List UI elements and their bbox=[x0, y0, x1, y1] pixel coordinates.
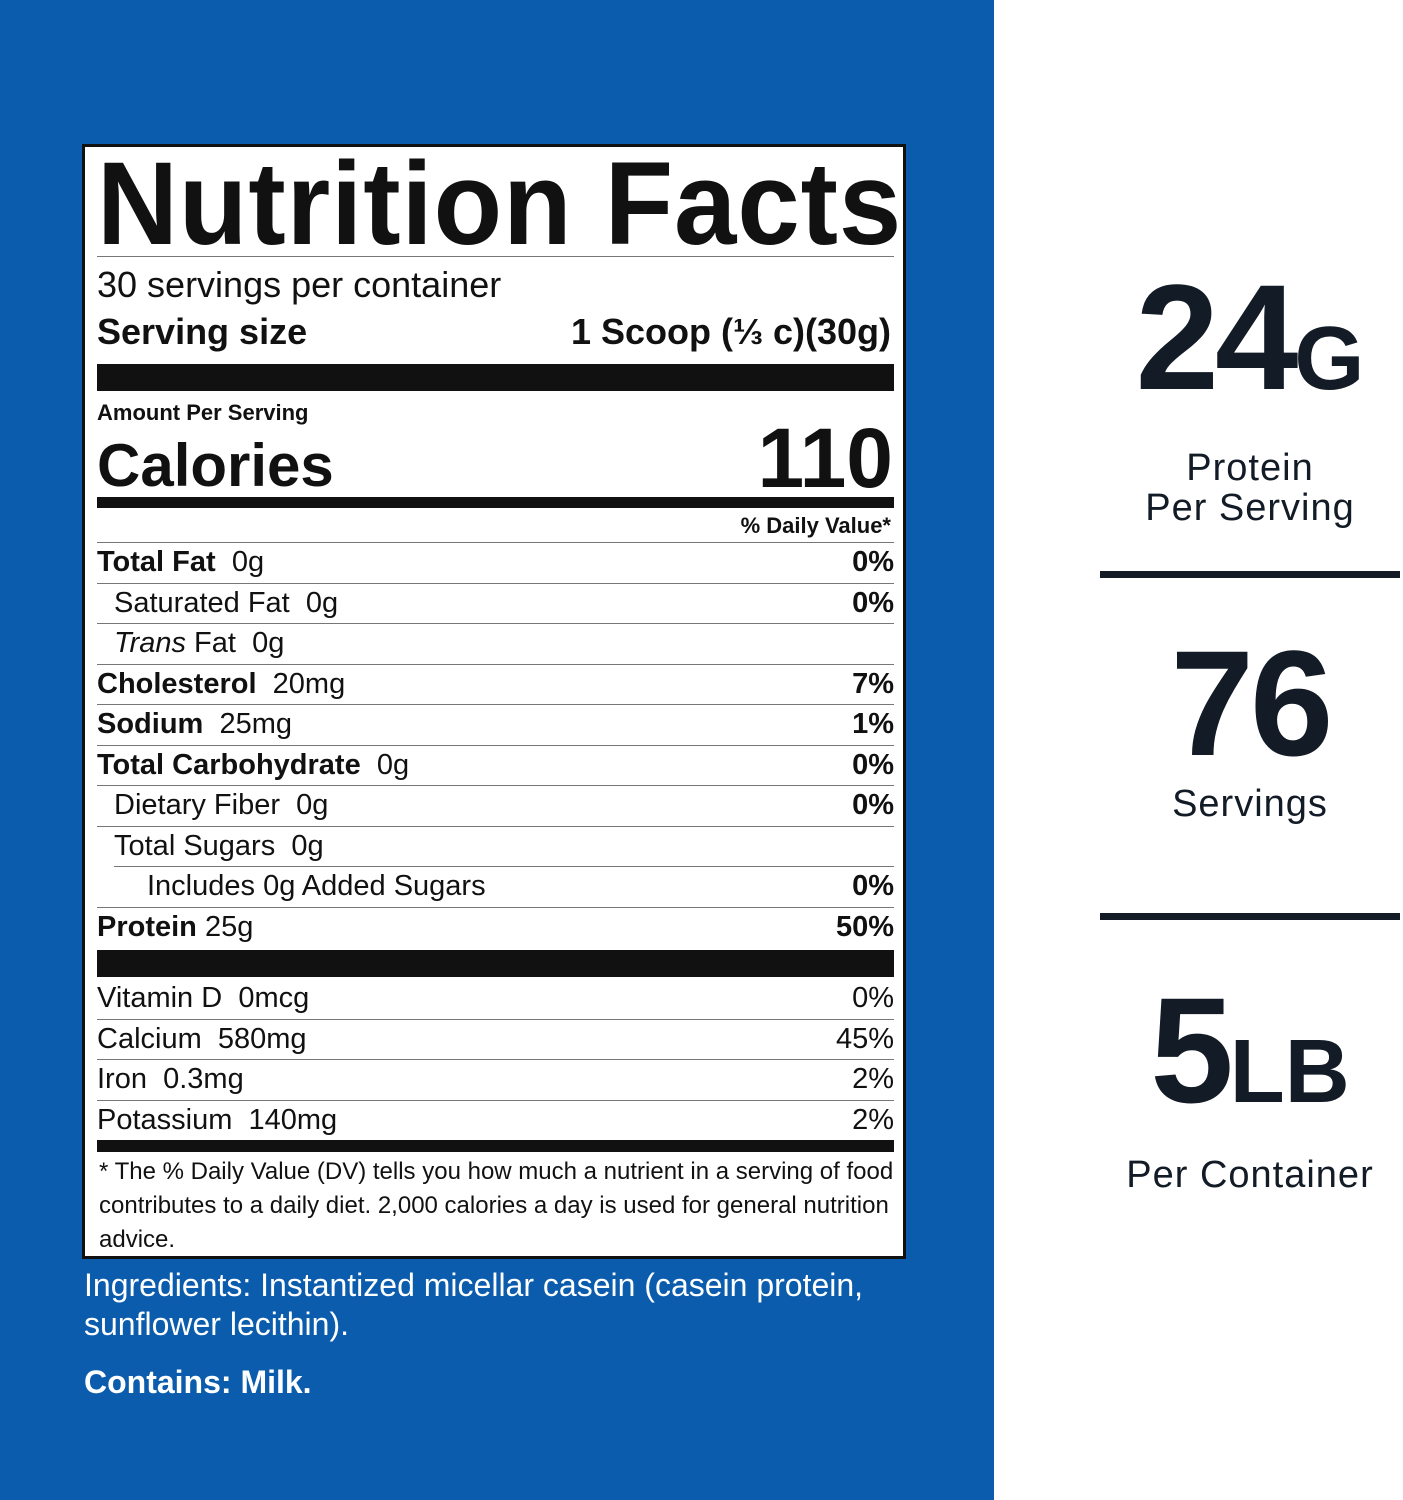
nutrient-amount: 0g bbox=[296, 789, 329, 822]
stat-unit: G bbox=[1294, 309, 1365, 409]
stat-value: 24 bbox=[1135, 253, 1299, 421]
vitamin-dv: 0% bbox=[852, 982, 894, 1015]
vitamin-name: Potassium bbox=[97, 1104, 233, 1137]
vitamin-row-vitamin-d: Vitamin D 0mcg 0% bbox=[97, 979, 894, 1020]
divider bbox=[97, 542, 894, 543]
vitamin-amount: 140mg bbox=[248, 1104, 338, 1137]
medium-divider bbox=[97, 1140, 894, 1152]
nutrient-dv: 0% bbox=[852, 789, 894, 822]
thick-divider bbox=[97, 950, 894, 977]
allergen-contains: Contains: Milk. bbox=[84, 1364, 312, 1400]
nutrient-row-protein: Protein 25g 50% bbox=[97, 908, 894, 949]
nutrient-row-dietary-fiber: Dietary Fiber 0g 0% bbox=[97, 786, 894, 827]
nutrient-name: Protein bbox=[97, 911, 197, 944]
nutrient-row-added-sugars: Includes 0g Added Sugars 0% bbox=[97, 867, 894, 908]
servings-per-container: 30 servings per container bbox=[97, 264, 502, 305]
amount-per-serving: Amount Per Serving bbox=[97, 400, 309, 425]
nutrient-row-total-sugars: Total Sugars 0g bbox=[114, 827, 894, 867]
nutrient-row-saturated-fat: Saturated Fat 0g 0% bbox=[97, 584, 894, 624]
nutrient-row-cholesterol: Cholesterol 20mg 7% bbox=[97, 665, 894, 705]
nutrient-name: Total Sugars bbox=[114, 829, 276, 862]
nutrition-facts-label: Nutrition Facts 30 servings per containe… bbox=[82, 144, 906, 1259]
nutrient-amount: 0g bbox=[305, 586, 339, 619]
stat-value: 5 bbox=[1150, 966, 1233, 1134]
vitamin-row-iron: Iron 0.3mg 2% bbox=[97, 1060, 894, 1101]
vitamin-name: Calcium bbox=[97, 1022, 202, 1055]
stat-value: 76 bbox=[1170, 619, 1334, 787]
nutrient-dv: 50% bbox=[835, 911, 894, 944]
medium-divider bbox=[97, 497, 894, 508]
stat-caption: Per Container bbox=[1126, 1154, 1374, 1196]
serving-size-value: 1 Scoop (⅓ c)(30g) bbox=[570, 311, 891, 352]
stat-weight: 5LB Per Container bbox=[1100, 975, 1400, 1195]
stat-servings: 76 Servings bbox=[1100, 628, 1400, 824]
thick-divider bbox=[97, 364, 894, 391]
nutrient-dv: 0% bbox=[852, 748, 894, 781]
nutrient-amount: 0g bbox=[252, 627, 285, 660]
nutrient-dv: 0% bbox=[852, 870, 894, 903]
vitamin-name: Iron bbox=[97, 1063, 147, 1096]
stat-protein: 24G Protein Per Serving bbox=[1100, 262, 1400, 528]
nutrient-amount: 0g bbox=[376, 748, 410, 781]
nutrient-name: Sodium bbox=[97, 708, 204, 741]
nutrient-name: Total Fat bbox=[97, 546, 216, 579]
nutrient-amount: 0g bbox=[231, 546, 265, 579]
nutrient-name: Cholesterol bbox=[97, 667, 257, 700]
stat-caption-2: Per Serving bbox=[1145, 487, 1355, 529]
ingredients-text: Ingredients: Instantized micellar casein… bbox=[84, 1267, 864, 1342]
stat-divider bbox=[1100, 913, 1400, 920]
nutrient-dv: 0% bbox=[852, 586, 894, 619]
stat-unit: LB bbox=[1229, 1022, 1350, 1122]
divider bbox=[97, 256, 894, 257]
nutrient-dv: 0% bbox=[852, 546, 894, 579]
daily-value-header: % Daily Value* bbox=[740, 513, 891, 538]
stat-caption: Servings bbox=[1172, 783, 1328, 825]
vitamin-row-calcium: Calcium 580mg 45% bbox=[97, 1020, 894, 1060]
nutrient-dv: 1% bbox=[852, 708, 894, 741]
vitamin-amount: 0.3mg bbox=[163, 1063, 244, 1096]
daily-value-footnote: * The % Daily Value (DV) tells you how m… bbox=[99, 1158, 894, 1253]
nutrient-row-total-fat: Total Fat 0g 0% bbox=[97, 543, 894, 584]
calories-value: 110 bbox=[757, 411, 893, 505]
stat-divider bbox=[1100, 571, 1400, 578]
serving-size-label: Serving size bbox=[97, 311, 308, 352]
nutrient-row-total-carbohydrate: Total Carbohydrate 0g 0% bbox=[97, 746, 894, 786]
nutrient-name: Trans bbox=[114, 627, 186, 660]
nutrient-name: Total Carbohydrate bbox=[97, 748, 361, 781]
vitamin-amount: 580mg bbox=[217, 1022, 307, 1055]
vitamin-dv: 2% bbox=[852, 1063, 894, 1096]
nutrient-name-rest: Fat bbox=[194, 627, 236, 660]
calories-label: Calories bbox=[97, 432, 334, 499]
vitamin-amount: 0mcg bbox=[238, 982, 310, 1015]
nutrient-amount: 20mg bbox=[272, 667, 346, 700]
nutrient-name: Includes 0g Added Sugars bbox=[147, 870, 486, 903]
vitamin-row-potassium: Potassium 140mg 2% bbox=[97, 1101, 894, 1142]
vitamin-dv: 45% bbox=[835, 1022, 894, 1055]
nutrient-name: Dietary Fiber bbox=[114, 789, 280, 822]
vitamin-name: Vitamin D bbox=[97, 982, 223, 1015]
vitamin-dv: 2% bbox=[852, 1104, 894, 1137]
nutrient-amount: 25mg bbox=[219, 708, 293, 741]
nutrient-name: Saturated Fat bbox=[114, 586, 290, 619]
nutrient-row-sodium: Sodium 25mg 1% bbox=[97, 705, 894, 746]
nutrient-amount: 25g bbox=[204, 911, 254, 944]
nutrient-dv: 7% bbox=[852, 667, 894, 700]
nutrient-amount: 0g bbox=[291, 829, 324, 862]
label-title: Nutrition Facts bbox=[97, 138, 903, 270]
stat-caption: Protein bbox=[1186, 447, 1314, 489]
nutrient-row-trans-fat: Trans Fat 0g bbox=[97, 624, 894, 665]
